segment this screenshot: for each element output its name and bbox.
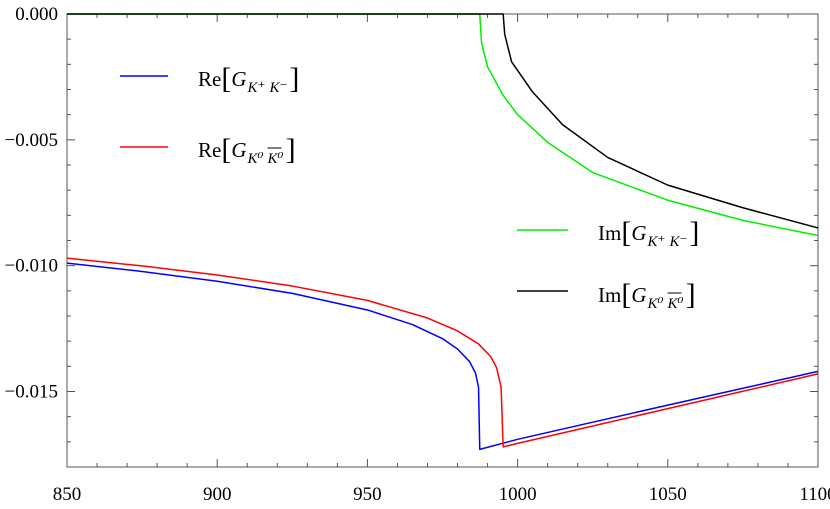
x-tick-label: 950 [353,484,382,505]
y-tick-label: −0.015 [5,382,58,403]
plot-frame [66,13,819,468]
x-tick-label: 900 [203,484,232,505]
x-tick-label: 850 [53,484,82,505]
x-tick-label: 1000 [499,484,537,505]
legend-label-4: Im[GK⁰ K⁰] [598,278,696,312]
series-layer [66,13,819,451]
series-line-1 [66,262,819,451]
legend: Re[GK⁺ K⁻] Re[GK⁰ K⁰] Im[GK⁺ K⁻] Im[GK⁰ K⁰] [120,62,699,312]
legend-label-3: Im[GK⁺ K⁻] [598,216,699,250]
legend-label-1: Re[GK⁺ K⁻] [198,62,299,96]
series-line-2 [66,257,819,448]
series-line-4 [67,13,819,229]
series-line-3 [67,13,819,237]
y-tick-label: 0.000 [15,4,58,25]
y-tick-label: −0.005 [5,130,58,151]
legend-label-2: Re[GK⁰ K⁰] [198,133,296,167]
y-tick-label: −0.010 [5,256,58,277]
x-tick-label: 1050 [649,484,687,505]
